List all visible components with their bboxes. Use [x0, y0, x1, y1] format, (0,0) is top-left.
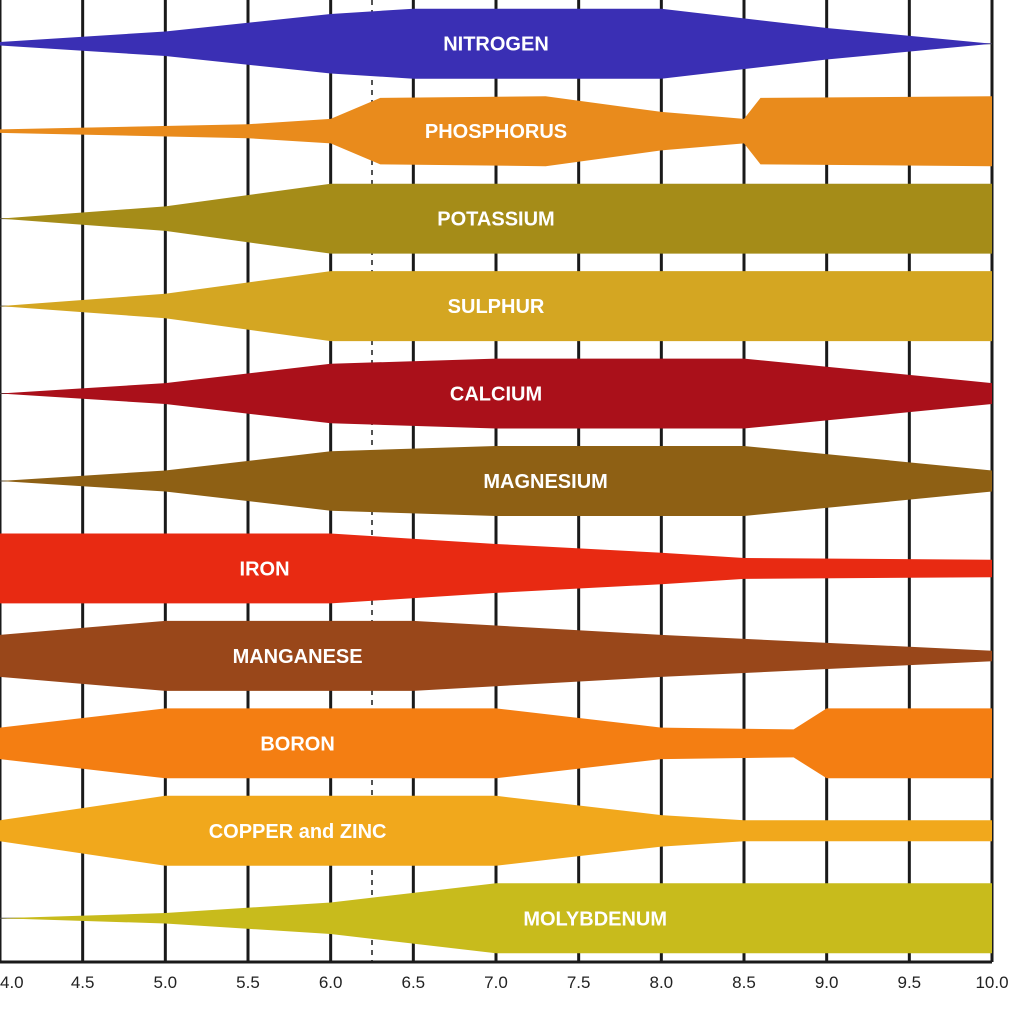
band-label-molybdenum: MOLYBDENUM [523, 908, 667, 930]
x-tick-label-2: 5.0 [154, 973, 178, 992]
band-label-magnesium: MAGNESIUM [483, 471, 607, 493]
band-calcium [0, 358, 992, 429]
band-label-boron: BORON [260, 733, 334, 755]
band-boron [0, 708, 992, 779]
band-nitrogen [0, 8, 992, 79]
x-tick-label-7: 7.5 [567, 973, 591, 992]
band-sulphur [0, 271, 992, 342]
band-copper-and-zinc [0, 795, 992, 866]
band-label-nitrogen: NITROGEN [443, 34, 549, 56]
x-tick-label-5: 6.5 [402, 973, 426, 992]
band-labels: NITROGEN PHOSPHORUS POTASSIUM SULPHUR CALCIU… [209, 34, 667, 931]
band-potassium [0, 183, 992, 254]
band-label-calcium: CALCIUM [450, 384, 542, 406]
x-tick-label-9: 8.5 [732, 973, 756, 992]
x-tick-label-10: 9.0 [815, 973, 839, 992]
band-label-manganese: MANGANESE [233, 646, 363, 668]
x-tick-label-12: 10.0 [975, 973, 1008, 992]
x-tick-label-8: 8.0 [650, 973, 674, 992]
band-phosphorus [0, 96, 992, 167]
bands [0, 8, 992, 954]
x-tick-label-1: 4.5 [71, 973, 95, 992]
band-label-copper-and-zinc: COPPER and ZINC [209, 821, 387, 843]
band-magnesium [0, 446, 992, 516]
x-tick-label-4: 6.0 [319, 973, 343, 992]
band-label-sulphur: SULPHUR [448, 296, 545, 318]
band-label-phosphorus: PHOSPHORUS [425, 121, 567, 143]
x-axis-ticks: 4.0 4.5 5.0 5.5 6.0 6.5 7.0 7.5 8.0 8.5 9.0 9.5 10.0 [0, 973, 1009, 992]
x-tick-label-0: 4.0 [0, 973, 24, 992]
x-tick-label-3: 5.5 [236, 973, 260, 992]
band-label-potassium: POTASSIUM [437, 209, 554, 231]
x-tick-label-11: 9.5 [898, 973, 922, 992]
band-iron [0, 533, 992, 604]
band-molybdenum [0, 883, 992, 954]
x-tick-label-6: 7.0 [484, 973, 508, 992]
band-label-iron: IRON [240, 558, 290, 580]
band-manganese [0, 620, 992, 691]
